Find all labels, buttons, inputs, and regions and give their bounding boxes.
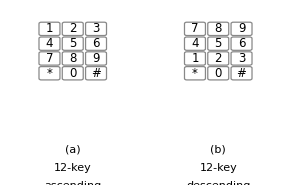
Text: 7: 7	[46, 52, 53, 65]
FancyBboxPatch shape	[62, 37, 83, 50]
FancyBboxPatch shape	[184, 37, 205, 50]
Text: 0: 0	[69, 67, 77, 80]
FancyBboxPatch shape	[39, 67, 60, 80]
Text: 12-key: 12-key	[199, 163, 237, 173]
FancyBboxPatch shape	[231, 22, 252, 36]
Text: 9: 9	[238, 22, 245, 35]
Text: 2: 2	[214, 52, 222, 65]
Text: 2: 2	[69, 22, 77, 35]
Text: 0: 0	[214, 67, 222, 80]
Text: ascending: ascending	[44, 181, 101, 185]
FancyBboxPatch shape	[208, 37, 229, 50]
Text: 6: 6	[92, 37, 100, 50]
FancyBboxPatch shape	[184, 52, 205, 65]
FancyBboxPatch shape	[62, 52, 83, 65]
Text: 4: 4	[191, 37, 199, 50]
FancyBboxPatch shape	[39, 37, 60, 50]
FancyBboxPatch shape	[86, 67, 107, 80]
FancyBboxPatch shape	[208, 52, 229, 65]
Text: 7: 7	[191, 22, 199, 35]
FancyBboxPatch shape	[86, 22, 107, 36]
Text: *: *	[47, 67, 52, 80]
Text: 1: 1	[46, 22, 53, 35]
FancyBboxPatch shape	[39, 52, 60, 65]
Text: 5: 5	[214, 37, 222, 50]
FancyBboxPatch shape	[231, 67, 252, 80]
Text: 8: 8	[214, 22, 222, 35]
FancyBboxPatch shape	[231, 37, 252, 50]
FancyBboxPatch shape	[39, 22, 60, 36]
FancyBboxPatch shape	[208, 67, 229, 80]
Text: 3: 3	[92, 22, 100, 35]
Text: 1: 1	[191, 52, 199, 65]
FancyBboxPatch shape	[184, 22, 205, 36]
Text: 9: 9	[92, 52, 100, 65]
FancyBboxPatch shape	[184, 67, 205, 80]
FancyBboxPatch shape	[86, 52, 107, 65]
Text: #: #	[237, 67, 246, 80]
Text: 3: 3	[238, 52, 245, 65]
Text: *: *	[192, 67, 198, 80]
FancyBboxPatch shape	[231, 52, 252, 65]
Text: (b): (b)	[210, 144, 226, 154]
Text: 8: 8	[69, 52, 77, 65]
Text: 12-key: 12-key	[54, 163, 92, 173]
FancyBboxPatch shape	[62, 22, 83, 36]
Text: 5: 5	[69, 37, 77, 50]
Text: descending: descending	[186, 181, 251, 185]
Text: (a): (a)	[65, 144, 81, 154]
Text: 6: 6	[238, 37, 245, 50]
Text: #: #	[91, 67, 101, 80]
Text: 4: 4	[46, 37, 53, 50]
FancyBboxPatch shape	[62, 67, 83, 80]
FancyBboxPatch shape	[208, 22, 229, 36]
FancyBboxPatch shape	[86, 37, 107, 50]
